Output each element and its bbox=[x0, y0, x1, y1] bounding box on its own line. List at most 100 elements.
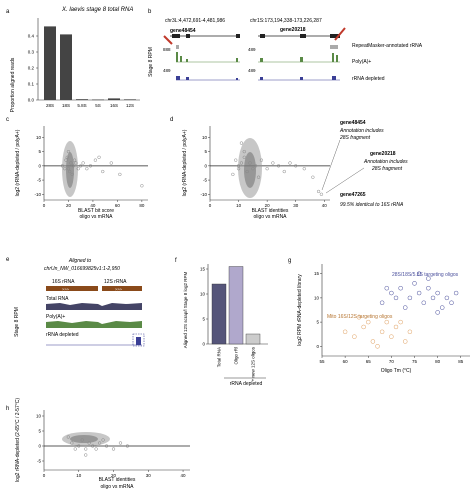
panel-g-point-s1 bbox=[342, 329, 348, 335]
panel-d-xtick-label: 20 bbox=[265, 203, 271, 208]
panel-d-point bbox=[256, 175, 261, 179]
panel-b: b chr3L:4,472,691-4,481,986 chr1S:173,19… bbox=[148, 9, 423, 82]
panel-a-ytick-label: 0.4 bbox=[28, 34, 35, 39]
panel-e-track-label-polya: Poly(A)+ bbox=[46, 314, 65, 320]
panel-d-xtick-label: 40 bbox=[322, 203, 328, 208]
panel-e-subtitle: chrUn_NW_016699825v1:1-2,950 bbox=[44, 266, 120, 272]
panel-h-point bbox=[97, 441, 102, 445]
panel-d-xlabel-2: oligo vs mRNA bbox=[253, 214, 287, 220]
panel-c-xtick-label: 0 bbox=[43, 203, 46, 208]
panel-h-point bbox=[66, 435, 70, 439]
panel-f-ytick-label: 15 bbox=[200, 267, 206, 272]
panel-g-point-s0 bbox=[426, 285, 431, 291]
panel-a-xtick-label: 18S bbox=[62, 103, 70, 108]
panel-g-point-s0 bbox=[435, 310, 440, 315]
panel-e-depleted-highlight-box bbox=[132, 333, 145, 347]
panel-d-point bbox=[316, 189, 321, 194]
panel-a-bar-58s bbox=[76, 99, 88, 100]
panel-g-point-s1 bbox=[379, 329, 385, 335]
panel-c-point bbox=[60, 164, 65, 168]
panel-g-point-s0 bbox=[430, 295, 436, 301]
panel-h-xlabel: BLAST identities bbox=[99, 477, 136, 483]
panel-g-point-s0 bbox=[426, 276, 431, 281]
panel-h-ylabel: log2 rRNA-depleted (2-65°C / 2-57°C) bbox=[15, 398, 21, 482]
panel-d-point bbox=[282, 169, 286, 174]
panel-h-xtick-label: 10 bbox=[76, 473, 82, 478]
panel-f-xtick-label: Total RNA bbox=[217, 347, 222, 367]
panel-h-xtick-label: 20 bbox=[111, 473, 117, 478]
panel-d-point bbox=[288, 161, 292, 165]
panel-d-ytick-label: 5 bbox=[204, 149, 207, 154]
panel-e-track-label-total: Total RNA bbox=[46, 296, 69, 302]
panel-f-xtick-label: + new 12S oligos bbox=[251, 346, 256, 381]
panel-d-ytick-label: -10 bbox=[200, 192, 207, 197]
panel-f-bar-0 bbox=[211, 283, 227, 345]
panel-d-annotation-2: gene20218 Annotation includes 28S fragme… bbox=[325, 151, 408, 194]
panel-g-legend-rrna: 28S/18S/5.8S targeting oligos bbox=[392, 272, 459, 278]
panel-b-track-label-rrna: RepeatMasker-annotated rRNA bbox=[352, 43, 423, 49]
panel-c-point bbox=[101, 169, 105, 174]
panel-g-point-s1 bbox=[366, 319, 371, 325]
panel-e-total-track bbox=[46, 303, 142, 310]
panel-d-point bbox=[259, 158, 264, 162]
panel-c-point bbox=[109, 161, 113, 165]
panel-g-point-s0 bbox=[389, 290, 394, 296]
panel-h-point bbox=[104, 444, 109, 448]
panel-d-point bbox=[248, 161, 252, 165]
panel-c-point bbox=[88, 164, 93, 168]
panel-g-point-s1 bbox=[361, 324, 366, 330]
panel-h-point bbox=[70, 441, 74, 445]
panel-g-point-s0 bbox=[403, 305, 408, 310]
panel-g-ylabel: log2 RPM rRNA-depleted library bbox=[297, 274, 303, 346]
panel-g-point-s0 bbox=[453, 290, 459, 296]
panel-c-point bbox=[65, 155, 69, 159]
panel-h-point bbox=[125, 444, 130, 448]
panel-c-xtick-label: 80 bbox=[139, 203, 145, 208]
annotation-note-1b: 28S fragment bbox=[339, 135, 371, 141]
panel-b-gene-2: gene20218 bbox=[280, 27, 306, 33]
panel-g-ytick-label: 5 bbox=[316, 320, 319, 325]
panel-f-bar-1 bbox=[228, 266, 244, 345]
panel-h-point bbox=[77, 444, 81, 448]
panel-h-point bbox=[87, 441, 91, 445]
panel-h-xlabel-2: oligo vs mRNA bbox=[100, 484, 134, 490]
panel-c-point bbox=[79, 164, 83, 168]
panel-letter-b: b bbox=[148, 9, 152, 15]
panel-e-depleted-peak bbox=[136, 337, 141, 345]
panel-b-coord-1: chr3L:4,472,691-4,481,986 bbox=[165, 18, 225, 24]
panel-c-point bbox=[140, 184, 144, 188]
panel-h-point bbox=[91, 444, 95, 448]
panel-e-rrna-label-12s: 12S rRNA bbox=[104, 279, 127, 285]
panel-h-xtick-label: 40 bbox=[181, 473, 187, 478]
panel-d-ytick-label: 10 bbox=[202, 135, 208, 140]
panel-a-bar-28s bbox=[44, 26, 56, 100]
panel-b-scale-1a: 888 bbox=[163, 47, 171, 52]
panel-c-ytick-label: 10 bbox=[36, 135, 42, 140]
panel-g-xtick-label: 80 bbox=[435, 359, 441, 364]
panel-c-point bbox=[118, 172, 122, 177]
panel-d-point bbox=[236, 164, 241, 168]
panel-d-annotation-3: gene47265 99.5% identical to 16S rRNA bbox=[340, 192, 404, 208]
panel-g-point-s1 bbox=[375, 344, 380, 349]
panel-d-point bbox=[311, 175, 315, 179]
panel-h-point bbox=[84, 453, 88, 457]
panel-g-point-s0 bbox=[449, 300, 454, 305]
panel-d-point bbox=[231, 172, 235, 177]
panel-c-point bbox=[97, 155, 101, 159]
panel-h-point bbox=[84, 447, 88, 451]
panel-g-point-s0 bbox=[421, 300, 426, 305]
panel-h-ytick-label: 0 bbox=[38, 444, 41, 449]
panel-a-bar-18s bbox=[60, 34, 72, 100]
panel-f-ytick-label: 10 bbox=[200, 292, 206, 297]
panel-h-ytick-label: -5 bbox=[37, 459, 41, 464]
panel-g-point-s0 bbox=[416, 290, 422, 296]
panel-a: a X. laevis stage 8 total RNA Proportion… bbox=[6, 7, 140, 112]
panel-d-point bbox=[242, 149, 246, 154]
panel-d-point bbox=[276, 164, 281, 168]
annotation-gene-47265: gene47265 bbox=[340, 192, 366, 198]
panel-a-xtick-label: 5S bbox=[95, 103, 101, 108]
panel-d: d log2 (rRNA-depleted / polyA+) 0 10 20 30 4… bbox=[170, 117, 408, 220]
panel-b-depleted-track bbox=[176, 76, 340, 81]
panel-g-xtick-label: 60 bbox=[343, 359, 349, 364]
